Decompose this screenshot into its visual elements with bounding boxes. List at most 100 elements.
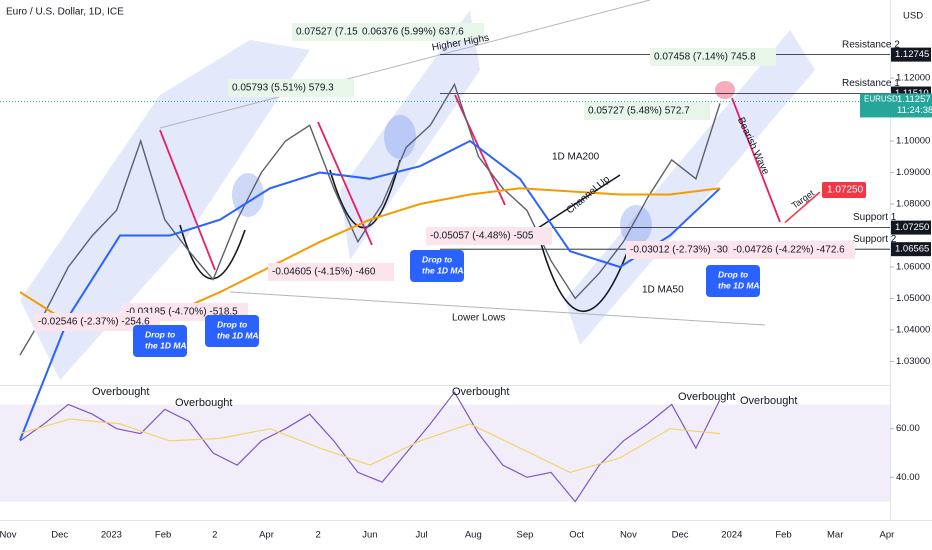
annotation: 0.06376 (5.99%) 637.6	[362, 27, 464, 38]
drop-box	[410, 250, 464, 282]
annotation: 1D MA50	[642, 285, 684, 296]
channels	[20, 10, 815, 380]
arrow	[454, 94, 506, 206]
drop-note: Drop to	[217, 319, 247, 329]
annotation: 0.07527 (7.15%) 752.7	[296, 27, 398, 38]
level-name: Support 1	[853, 212, 897, 223]
current-tag	[860, 93, 932, 118]
drop-note: Drop to	[422, 254, 452, 264]
x-tick-label: Jun	[362, 530, 377, 541]
target-value: 1.07250	[827, 185, 864, 196]
annotation-box	[626, 241, 752, 259]
drop-note: Drop to	[718, 269, 748, 279]
arrow	[317, 121, 373, 246]
cup	[539, 239, 631, 312]
axis-divider	[890, 0, 891, 520]
price-line	[19, 82, 721, 356]
overbought: Overbought	[452, 386, 509, 398]
channel	[340, 10, 480, 260]
annotation-box	[426, 227, 552, 245]
channel	[20, 40, 310, 380]
annotation: -0.04605 (-4.15%) -460	[272, 267, 376, 278]
y-tick-label: 60.00	[896, 423, 920, 434]
x-tick-label: Apr	[880, 530, 895, 541]
level-value: 1.12745	[895, 49, 929, 60]
y-tick-label: 1.06000	[896, 261, 930, 272]
annotation-box	[584, 102, 710, 120]
drop-note: the 1D MA50	[422, 265, 473, 275]
red-arrows	[159, 94, 781, 271]
y-tick-label: 1.05000	[896, 293, 930, 304]
level-name: Support 2	[853, 234, 897, 245]
chart-title: Euro / U.S. Dollar, 1D, ICE	[6, 7, 124, 18]
x-tick-label: Oct	[569, 530, 584, 541]
y-tick-label: 1.09000	[896, 167, 930, 178]
level-name: Resistance 1	[842, 78, 900, 89]
x-tick-label: Dec	[672, 530, 689, 541]
trend-line	[159, 0, 651, 129]
overbought: Overbought	[740, 395, 797, 407]
x-tick-label: Mar	[827, 530, 843, 541]
y-tick-label: 1.04000	[896, 324, 930, 335]
annotation-box	[358, 23, 484, 41]
overbought: Overbought	[678, 391, 735, 403]
arrow	[159, 129, 216, 271]
rsi-band	[0, 404, 890, 502]
x-tick-label: 2	[212, 530, 217, 541]
level-tag	[891, 47, 931, 62]
annotation-box	[650, 48, 776, 66]
countdown: 11:24:38	[897, 105, 932, 116]
annotation: 0.05793 (5.51%) 579.3	[232, 83, 334, 94]
level-value: 1.07250	[895, 222, 929, 233]
peak-circle	[715, 81, 735, 99]
annotation: 0.05727 (5.48%) 572.7	[588, 106, 690, 117]
level-tag	[891, 242, 931, 257]
x-tick-label: Feb	[155, 530, 171, 541]
annotation-box	[729, 241, 855, 259]
rsi-line	[19, 418, 721, 474]
x-tick-label: Aug	[465, 530, 482, 541]
current-value: 1.11257	[897, 94, 931, 105]
drop-box	[133, 325, 187, 357]
y-tick-label: 1.10000	[896, 136, 930, 147]
target-arrow	[784, 191, 821, 224]
x-tick-label: Sep	[517, 530, 534, 541]
x-tick-label: 2023	[101, 530, 122, 541]
annotation: 1D MA200	[552, 152, 600, 163]
annotation: -0.03012 (-2.73%) -301.2	[630, 245, 742, 256]
y-tick-label: 1.08000	[896, 199, 930, 210]
y-tick-label: 1.12000	[896, 73, 930, 84]
circles	[232, 115, 652, 245]
drop-box	[706, 265, 760, 297]
drop-box	[205, 315, 259, 347]
current-symbol: EURUSD	[864, 95, 898, 104]
level-value: 1.06565	[895, 244, 929, 255]
circle	[620, 205, 652, 245]
trend-line	[229, 291, 766, 326]
annotation: -0.02546 (-2.37%) -254.6	[38, 317, 150, 328]
x-tick-label: 2024	[721, 530, 742, 541]
x-tick-label: Nov	[620, 530, 637, 541]
x-tick-label: Feb	[775, 530, 791, 541]
x-tick-label: Dec	[51, 530, 68, 541]
annotation: -0.03185 (-4.70%) -518.5	[126, 307, 238, 318]
cup	[179, 224, 246, 280]
y-tick-label: 1.03000	[896, 356, 930, 367]
target-tag	[822, 182, 866, 198]
x-tick-label: 2	[316, 530, 321, 541]
drop-note: Drop to	[145, 329, 175, 339]
drop-note: the 1D MA50	[718, 280, 769, 290]
level-tag	[891, 220, 931, 235]
overbought: Overbought	[92, 386, 149, 398]
annotation: -0.05057 (-4.48%) -505	[430, 231, 534, 242]
level-name: Resistance 2	[842, 39, 900, 50]
annotation-box	[34, 313, 160, 331]
circle	[384, 115, 416, 159]
annotation: Lower Lows	[452, 313, 505, 324]
x-tick-label: Apr	[259, 530, 274, 541]
drop-note: the 1D MA50	[217, 330, 268, 340]
annotation: 0.07458 (7.14%) 745.8	[654, 52, 756, 63]
